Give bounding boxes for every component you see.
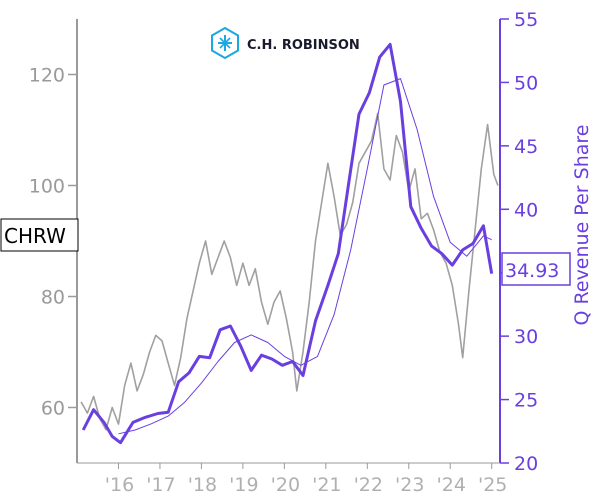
- right-axis-title: Q Revenue Per Share: [571, 125, 593, 326]
- price-series-line: [80, 112, 499, 431]
- cube-logo-icon: [211, 26, 239, 60]
- left-tick-label: 100: [29, 176, 65, 198]
- left-tick-label: 120: [29, 65, 65, 87]
- right-tick-label: 40: [514, 199, 538, 221]
- right-tick-label: 55: [514, 9, 538, 31]
- right-tick-label: 45: [514, 136, 538, 158]
- last-value-box: [501, 252, 571, 286]
- x-tick-label: '22: [354, 474, 383, 496]
- right-tick-label: 30: [514, 326, 538, 348]
- ticker-box: [0, 218, 79, 252]
- x-axis-ticks: '16 '17 '18 '19 '20 '21 '22 '23 '24 '25: [105, 463, 507, 496]
- x-tick-label: '19: [229, 474, 258, 496]
- right-tick-label: 25: [514, 390, 538, 412]
- x-tick-label: '17: [146, 474, 175, 496]
- x-tick-label: '18: [188, 474, 217, 496]
- ticker-label: CHRW: [4, 224, 66, 248]
- x-tick-label: '25: [478, 474, 507, 496]
- right-tick-label: 50: [514, 72, 538, 94]
- x-tick-label: '16: [105, 474, 134, 496]
- revenue-series-line: [81, 42, 494, 445]
- left-axis-ticks: 60 80 100 120: [29, 65, 77, 420]
- revenue-trend-line: [118, 78, 492, 435]
- x-tick-label: '20: [271, 474, 300, 496]
- series-layer: [80, 42, 499, 445]
- x-tick-label: '24: [437, 474, 466, 496]
- left-tick-label: 60: [41, 398, 65, 420]
- company-logo: C.H. ROBINSON: [211, 26, 360, 60]
- x-tick-label: '21: [312, 474, 341, 496]
- left-tick-label: 80: [41, 287, 65, 309]
- logo-text: C.H. ROBINSON: [247, 38, 360, 53]
- last-value-label: 34.93: [505, 260, 559, 282]
- right-axis-ticks: 2025303540455055: [500, 9, 538, 475]
- x-tick-label: '23: [395, 474, 424, 496]
- right-tick-label: 20: [514, 453, 538, 475]
